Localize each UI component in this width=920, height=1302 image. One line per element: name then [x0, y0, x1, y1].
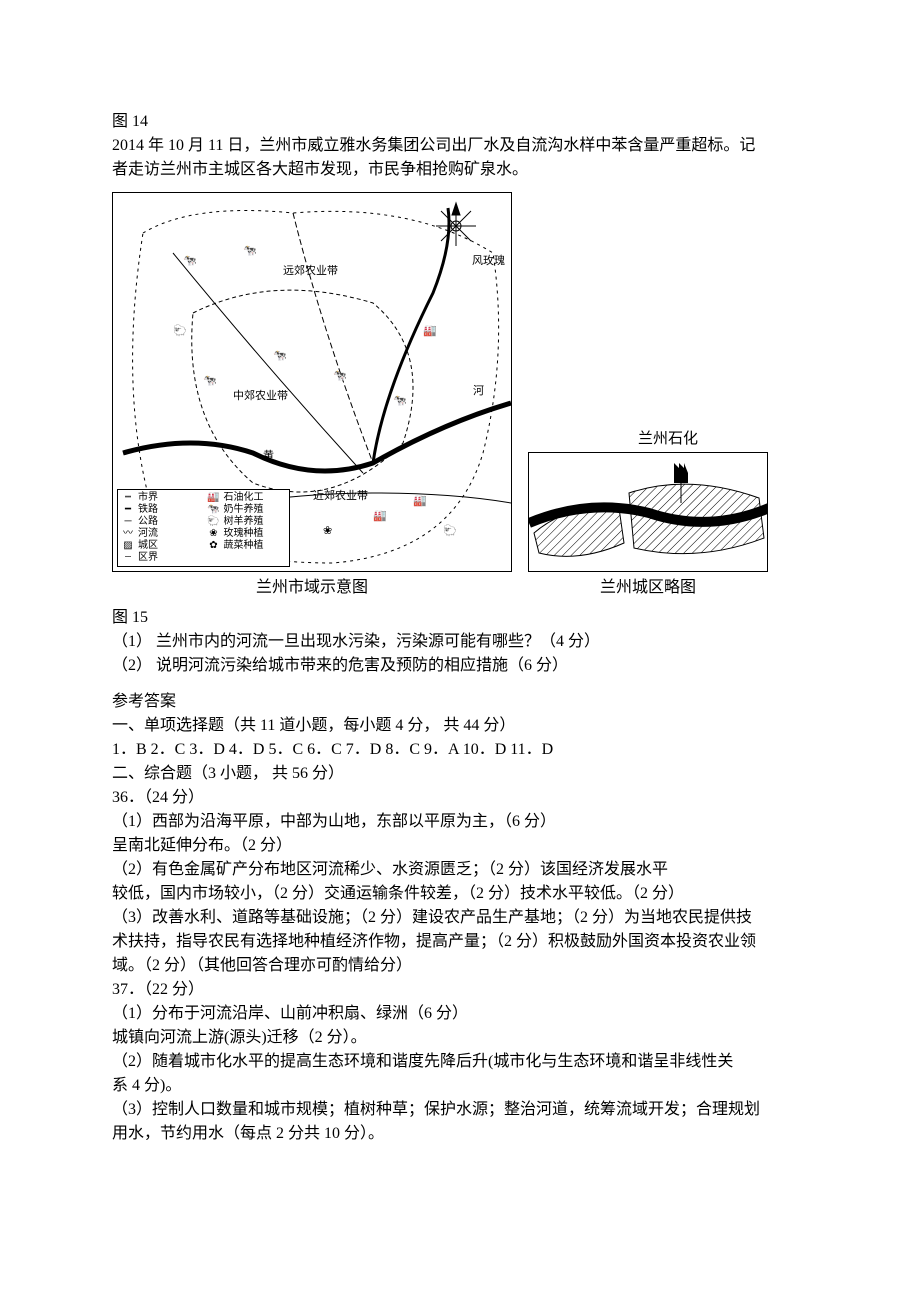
- q37-p3a: （3）控制人口数量和城市规模；植树种草；保护水源；整治河道，统筹流域开发；合理规…: [112, 1098, 808, 1122]
- near-belt-label: 近郊农业带: [313, 488, 368, 505]
- legend-l4: 城区: [138, 540, 158, 552]
- q37-head: 37．（22 分）: [112, 978, 808, 1002]
- legend-r2: 树羊养殖: [224, 516, 264, 528]
- q37-p3b: 用水，节约用水（每点 2 分共 10 分）。: [112, 1122, 808, 1146]
- lanzhou-inset-box: 兰州石化 兰州城区略图: [528, 428, 768, 601]
- legend-r0: 石油化工: [224, 492, 264, 504]
- legend-l5: 区界: [138, 552, 158, 564]
- legend-r3: 玫瑰种植: [224, 528, 264, 540]
- section1-title: 一、单项选择题（共 11 道小题，每小题 4 分， 共 44 分）: [112, 714, 808, 738]
- main-map-caption: 兰州市域示意图: [112, 576, 512, 600]
- q37-p2a: （2）随着城市化水平的提高生态环境和谐度先降后升(城市化与生态环境和谐呈非线性关: [112, 1050, 808, 1074]
- q36-p2b: 较低，国内市场较小，（2 分）交通运输条件较差，（2 分）技术水平较低。（2 分…: [112, 882, 808, 906]
- inset-svg: [529, 453, 768, 572]
- inset-top-label: 兰州石化: [528, 428, 768, 451]
- figure-row: 风玫瑰 🐄 🐄 🐑 🐄 🐄 🐄 🐄: [112, 192, 808, 600]
- legend-l3: 河流: [138, 528, 158, 540]
- legend-l1: 铁路: [138, 504, 158, 516]
- question-1: （1） 兰州市内的河流一旦出现水污染，污染源可能有哪些？（4 分）: [112, 630, 808, 654]
- legend-l2: 公路: [138, 516, 158, 528]
- intro-line-2: 者走访兰州市主城区各大超市发现，市民争相抢购矿泉水。: [112, 158, 808, 182]
- main-map-legend: ┅市界 🏭石油化工 ━铁路 🐄奶牛养殖 ─公路 🐑树羊养殖 〰河流 ❀玫瑰种植 …: [117, 489, 290, 567]
- legend-r1: 奶牛养殖: [224, 504, 264, 516]
- q36-p3b: 术扶持，指导农民有选择地种植经济作物，提高产量；（2 分）积极鼓励外国资本投资农…: [112, 930, 808, 954]
- q36-p3c: 域。（2 分）（其他回答合理亦可酌情给分）: [112, 954, 808, 978]
- q36-p1: （1）西部为沿海平原，中部为山地，东部以平原为主，（6 分）: [112, 810, 808, 834]
- figure-15-label: 图 15: [112, 606, 808, 630]
- q36-p1b: 呈南北延伸分布。（2 分）: [112, 834, 808, 858]
- lanzhou-main-map: 风玫瑰 🐄 🐄 🐑 🐄 🐄 🐄 🐄: [112, 192, 512, 572]
- river-label: 河: [473, 383, 484, 400]
- huang-label: 黄: [263, 448, 274, 465]
- q36-p3a: （3）改善水利、道路等基础设施；（2 分）建设农产品生产基地；（2 分）为当地农…: [112, 906, 808, 930]
- lanzhou-main-map-box: 风玫瑰 🐄 🐄 🐑 🐄 🐄 🐄 🐄: [112, 192, 512, 600]
- intro-line-1: 2014 年 10 月 11 日，兰州市威立雅水务集团公司出厂水及自流沟水样中苯…: [112, 134, 808, 158]
- answers-title: 参考答案: [112, 690, 808, 714]
- q36-head: 36．（24 分）: [112, 786, 808, 810]
- q36-p2a: （2）有色金属矿产分布地区河流稀少、水资源匮乏；（2 分）该国经济发展水平: [112, 858, 808, 882]
- legend-l0: 市界: [138, 492, 158, 504]
- lanzhou-inset-map: [528, 452, 768, 572]
- q37-p1: （1）分布于河流沿岸、山前冲积扇、绿洲（6 分）: [112, 1002, 808, 1026]
- q37-p1b: 城镇向河流上游(源头)迁移（2 分）。: [112, 1026, 808, 1050]
- mid-belt-label: 中郊农业带: [233, 388, 288, 405]
- far-belt-label: 远郊农业带: [283, 263, 338, 280]
- question-2: （2） 说明河流污染给城市带来的危害及预防的相应措施（6 分）: [112, 654, 808, 678]
- figure-14-label: 图 14: [112, 110, 808, 134]
- legend-r4: 蔬菜种植: [224, 540, 264, 552]
- section2-title: 二、综合题（3 小题， 共 56 分）: [112, 762, 808, 786]
- inset-caption: 兰州城区略图: [528, 576, 768, 600]
- q37-p2b: 系 4 分)。: [112, 1074, 808, 1098]
- section1-answers: 1．B 2．C 3．D 4．D 5．C 6．C 7．D 8．C 9．A 10．D…: [112, 738, 808, 762]
